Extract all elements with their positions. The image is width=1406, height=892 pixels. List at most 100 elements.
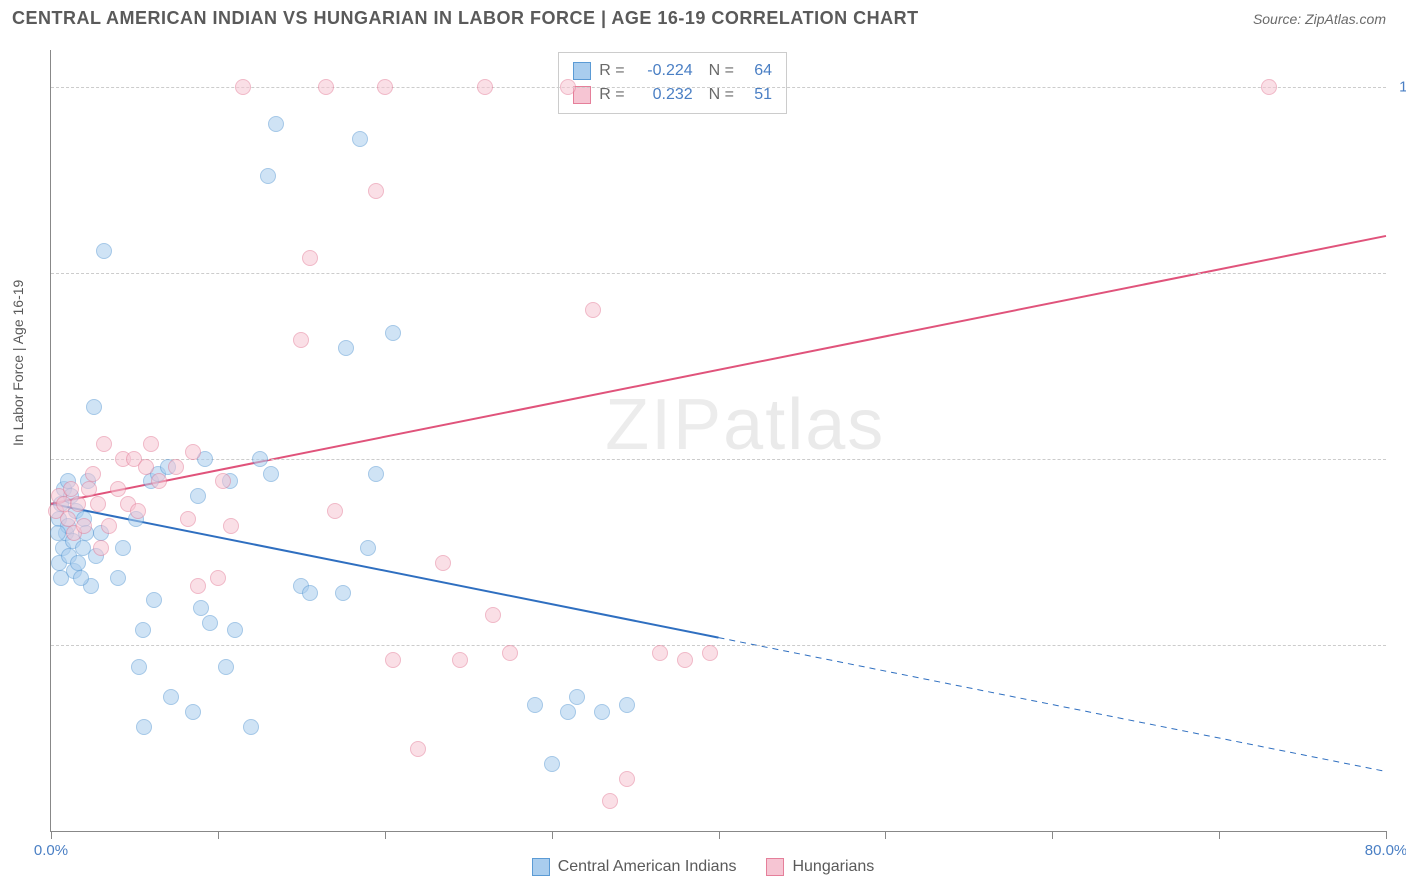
data-point bbox=[143, 436, 159, 452]
data-point bbox=[544, 756, 560, 772]
data-point bbox=[560, 704, 576, 720]
data-point bbox=[502, 645, 518, 661]
data-point bbox=[585, 302, 601, 318]
data-point bbox=[110, 570, 126, 586]
data-point bbox=[60, 511, 76, 527]
data-point bbox=[85, 466, 101, 482]
data-point bbox=[101, 518, 117, 534]
data-point bbox=[90, 496, 106, 512]
data-point bbox=[594, 704, 610, 720]
data-point bbox=[235, 79, 251, 95]
data-point bbox=[263, 466, 279, 482]
legend-r-value: -0.224 bbox=[633, 59, 693, 83]
x-tick bbox=[1386, 831, 1387, 839]
data-point bbox=[185, 704, 201, 720]
data-point bbox=[223, 518, 239, 534]
scatter-chart: ZIPatlas R =-0.224N =64R =0.232N =51 25.… bbox=[50, 50, 1386, 832]
legend-r-label: R = bbox=[599, 59, 624, 83]
data-point bbox=[73, 570, 89, 586]
data-point bbox=[180, 511, 196, 527]
data-point bbox=[702, 645, 718, 661]
data-point bbox=[70, 496, 86, 512]
data-point bbox=[335, 585, 351, 601]
legend-row: R = -0.224 N = 64 bbox=[573, 59, 772, 83]
data-point bbox=[477, 79, 493, 95]
data-point bbox=[652, 645, 668, 661]
y-axis-label: In Labor Force | Age 16-19 bbox=[10, 280, 26, 446]
trend-line bbox=[51, 504, 719, 638]
data-point bbox=[338, 340, 354, 356]
x-tick bbox=[385, 831, 386, 839]
data-point bbox=[452, 652, 468, 668]
data-point bbox=[130, 503, 146, 519]
chart-title: CENTRAL AMERICAN INDIAN VS HUNGARIAN IN … bbox=[12, 8, 919, 29]
data-point bbox=[96, 243, 112, 259]
gridline bbox=[51, 87, 1386, 88]
data-point bbox=[70, 555, 86, 571]
chart-header: CENTRAL AMERICAN INDIAN VS HUNGARIAN IN … bbox=[0, 0, 1406, 37]
data-point bbox=[50, 525, 66, 541]
data-point bbox=[435, 555, 451, 571]
data-point bbox=[218, 659, 234, 675]
gridline bbox=[51, 645, 1386, 646]
correlation-legend: R =-0.224N =64R =0.232N =51 bbox=[558, 52, 787, 114]
data-point bbox=[302, 585, 318, 601]
data-point bbox=[1261, 79, 1277, 95]
y-tick-label: 100.0% bbox=[1399, 79, 1406, 96]
x-tick bbox=[552, 831, 553, 839]
data-point bbox=[260, 168, 276, 184]
data-point bbox=[215, 473, 231, 489]
data-point bbox=[302, 250, 318, 266]
legend-label: Hungarians bbox=[792, 858, 874, 876]
x-tick bbox=[51, 831, 52, 839]
data-point bbox=[293, 332, 309, 348]
x-tick bbox=[719, 831, 720, 839]
data-point bbox=[227, 622, 243, 638]
data-point bbox=[138, 459, 154, 475]
data-point bbox=[190, 578, 206, 594]
series-legend: Central American Indians Hungarians bbox=[0, 858, 1406, 876]
trend-line bbox=[51, 236, 1386, 504]
x-tick-label: 80.0% bbox=[1365, 842, 1406, 859]
data-point bbox=[268, 116, 284, 132]
data-point bbox=[677, 652, 693, 668]
data-point bbox=[190, 488, 206, 504]
gridline bbox=[51, 273, 1386, 274]
data-point bbox=[368, 183, 384, 199]
data-point bbox=[377, 79, 393, 95]
data-point bbox=[360, 540, 376, 556]
data-point bbox=[131, 659, 147, 675]
trend-line-extension bbox=[719, 638, 1387, 772]
data-point bbox=[185, 444, 201, 460]
data-point bbox=[368, 466, 384, 482]
data-point bbox=[86, 399, 102, 415]
data-point bbox=[602, 793, 618, 809]
data-point bbox=[93, 540, 109, 556]
legend-item: Central American Indians bbox=[532, 858, 737, 876]
legend-item: Hungarians bbox=[766, 858, 874, 876]
data-point bbox=[352, 131, 368, 147]
data-point bbox=[385, 652, 401, 668]
data-point bbox=[96, 436, 112, 452]
data-point bbox=[163, 689, 179, 705]
data-point bbox=[527, 697, 543, 713]
x-tick bbox=[1219, 831, 1220, 839]
data-point bbox=[327, 503, 343, 519]
data-point bbox=[115, 540, 131, 556]
legend-swatch bbox=[766, 858, 784, 876]
x-tick bbox=[218, 831, 219, 839]
data-point bbox=[485, 607, 501, 623]
legend-n-label: N = bbox=[709, 59, 734, 83]
legend-n-value: 64 bbox=[742, 59, 772, 83]
data-point bbox=[146, 592, 162, 608]
data-point bbox=[569, 689, 585, 705]
data-point bbox=[151, 473, 167, 489]
data-point bbox=[252, 451, 268, 467]
data-point bbox=[168, 459, 184, 475]
data-point bbox=[243, 719, 259, 735]
data-point bbox=[619, 771, 635, 787]
data-point bbox=[81, 481, 97, 497]
data-point bbox=[560, 79, 576, 95]
data-point bbox=[193, 600, 209, 616]
data-point bbox=[385, 325, 401, 341]
